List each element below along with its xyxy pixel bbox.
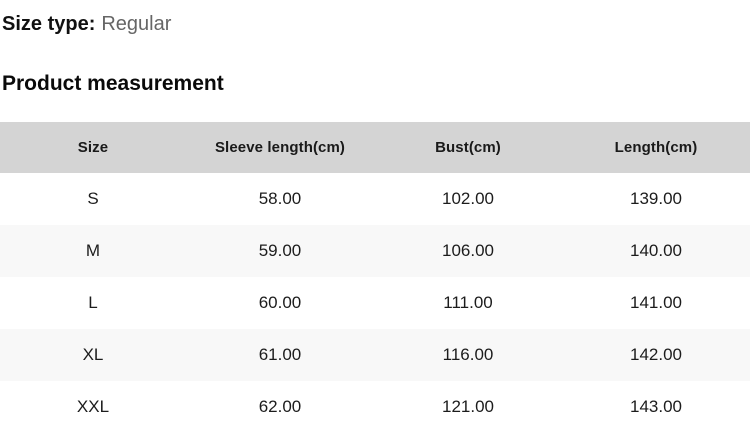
cell-sleeve-length: 61.00 <box>258 345 302 364</box>
cell-bust: 111.00 <box>443 293 493 312</box>
column-header-size: Size <box>77 139 109 156</box>
cell-length: 142.00 <box>630 345 682 364</box>
column-header-length: Length(cm) <box>614 139 698 156</box>
size-type-row: Size type: Regular <box>2 11 171 37</box>
cell-bust: 102.00 <box>442 189 494 208</box>
size-type-label: Size type: <box>2 13 96 35</box>
cell-size: S <box>87 189 99 208</box>
table-row: XL 61.00 116.00 142.00 <box>0 329 750 381</box>
cell-size: L <box>88 293 98 312</box>
cell-bust: 106.00 <box>442 241 494 260</box>
cell-bust: 116.00 <box>442 345 494 364</box>
table-row: S 58.00 102.00 139.00 <box>0 173 750 225</box>
table-body: S 58.00 102.00 139.00 M 59.00 106.00 140… <box>0 173 750 433</box>
cell-sleeve-length: 58.00 <box>258 189 302 208</box>
column-header-sleeve-length: Sleeve length(cm) <box>214 139 346 156</box>
table-header: Size Sleeve length(cm) Bust(cm) Length(c… <box>0 122 750 173</box>
table-row: L 60.00 111.00 141.00 <box>0 277 750 329</box>
product-measurement-table: Size Sleeve length(cm) Bust(cm) Length(c… <box>0 122 750 433</box>
size-type-value: Regular <box>101 13 172 35</box>
cell-length: 139.00 <box>630 189 682 208</box>
cell-bust: 121.00 <box>442 397 494 416</box>
table-header-row: Size Sleeve length(cm) Bust(cm) Length(c… <box>0 122 750 173</box>
cell-length: 143.00 <box>630 397 682 416</box>
table-row: XXL 62.00 121.00 143.00 <box>0 381 750 433</box>
cell-sleeve-length: 62.00 <box>258 397 302 416</box>
cell-size: XL <box>82 345 104 364</box>
cell-size: XXL <box>76 397 110 416</box>
column-header-bust: Bust(cm) <box>435 139 501 156</box>
cell-sleeve-length: 59.00 <box>258 241 302 260</box>
cell-length: 141.00 <box>630 293 682 312</box>
product-measurement-heading: Product measurement <box>2 72 224 95</box>
cell-sleeve-length: 60.00 <box>258 293 302 312</box>
table-row: M 59.00 106.00 140.00 <box>0 225 750 277</box>
cell-size: M <box>85 241 101 260</box>
cell-length: 140.00 <box>630 241 682 260</box>
